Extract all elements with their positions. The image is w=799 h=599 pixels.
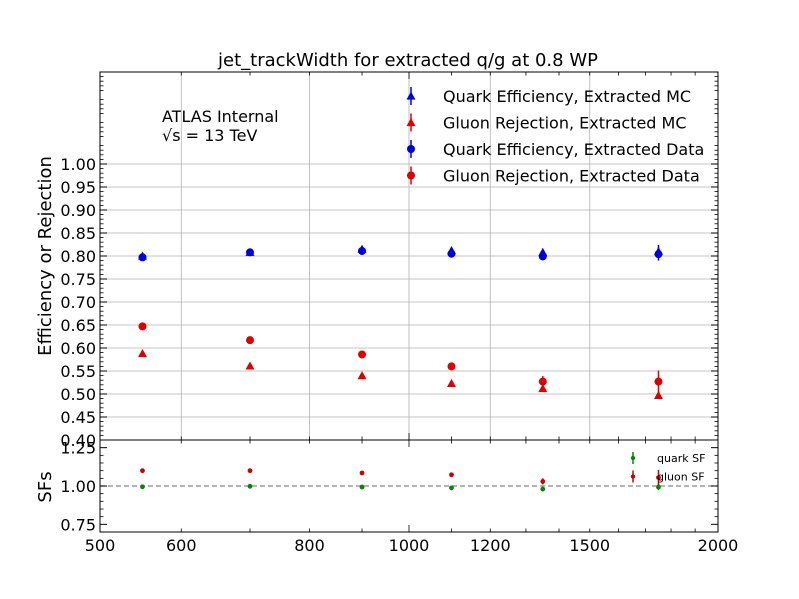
quark-sf-point [449, 485, 454, 491]
x-tick-label: 2000 [698, 536, 739, 555]
legend-marker [406, 91, 416, 100]
ratio-y-tick-label: 1.25 [60, 439, 96, 458]
main-legend: Quark Efficiency, Extracted MC Gluon Reje… [406, 87, 704, 186]
gluon-rejection-extracted-data-point [538, 377, 547, 386]
legend-entry: Gluon Rejection, Extracted MC [443, 114, 687, 133]
legend-entry: Gluon Rejection, Extracted Data [443, 167, 700, 186]
gluon-rejection-extracted-mc-point [357, 371, 367, 380]
quark-efficiency-extracted-data-point [654, 250, 663, 259]
energy-label: √s = 13 TeV [162, 126, 257, 145]
x-tick-label: 1500 [569, 536, 610, 555]
quark-efficiency-extracted-data-point [245, 248, 254, 257]
legend-marker [406, 118, 416, 127]
main-y-tick-label: 0.95 [60, 178, 96, 197]
main-y-tick-label: 0.60 [60, 339, 96, 358]
x-tick-label: 1200 [470, 536, 511, 555]
quark-sf-point [359, 484, 365, 490]
quark-sf-point [656, 484, 661, 490]
main-y-tick-label: 1.00 [60, 155, 96, 174]
main-y-tick-label: 0.75 [60, 270, 96, 289]
ratio-legend-marker [630, 455, 636, 461]
ratio-y-tick-label: 1.00 [60, 477, 96, 496]
gluon-sf-point [449, 472, 454, 478]
ratio-panel: 0.75 1.00 1.25 500 600 800 1000 1200 1500 2000 [60, 439, 738, 555]
gluon-sf-point [656, 475, 661, 480]
main-y-tick-label: 0.85 [60, 224, 96, 243]
gluon-sf-point [140, 468, 145, 474]
gluon-sf-point [359, 470, 365, 476]
quark-efficiency-extracted-data-point [358, 246, 367, 255]
main-y-tick-label: 0.90 [60, 201, 96, 220]
gluon-rejection-extracted-data-point [138, 322, 147, 331]
quark-sf-point [140, 484, 145, 490]
gluon-rejection-extracted-mc-point [245, 361, 255, 370]
chart-title: jet_trackWidth for extracted q/g at 0.8 … [217, 50, 598, 71]
x-tick-label: 1000 [389, 536, 430, 555]
gluon-rejection-extracted-data-point [245, 336, 254, 345]
gluon-sf-point [540, 479, 546, 484]
x-tick-label: 600 [166, 536, 197, 555]
atlas-label: ATLAS Internal [162, 107, 279, 126]
gluon-rejection-extracted-mc-point [653, 390, 663, 399]
legend-entry: Quark Efficiency, Extracted MC [443, 87, 691, 106]
ratio-legend-entry: gluon SF [657, 471, 705, 484]
quark-sf-point [540, 486, 546, 492]
main-y-tick-label: 0.65 [60, 316, 96, 335]
ratio-legend-entry: quark SF [657, 452, 705, 465]
ratio-legend: quark SF gluon SF [630, 452, 705, 484]
x-tick-label: 500 [85, 536, 116, 555]
legend-marker [407, 171, 415, 180]
gluon-sf-point [247, 468, 253, 474]
main-y-tick-label: 0.40 [60, 431, 96, 450]
quark-efficiency-extracted-data-point [538, 252, 547, 261]
quark-sf-point [247, 483, 253, 489]
quark-efficiency-extracted-data-point [447, 249, 456, 258]
main-y-tick-label: 0.80 [60, 247, 96, 266]
legend-marker [407, 145, 415, 153]
ratio-legend-marker [630, 474, 636, 479]
legend-entry: Quark Efficiency, Extracted Data [443, 140, 704, 159]
ratio-y-tick-label: 0.75 [60, 515, 96, 534]
gluon-rejection-extracted-mc-point [446, 378, 456, 388]
gluon-rejection-extracted-data-point [654, 377, 663, 386]
ratio-y-axis-label: SFs [35, 471, 56, 502]
main-y-tick-label: 0.70 [60, 293, 96, 312]
x-tick-label: 800 [294, 536, 325, 555]
main-y-axis-label: Efficiency or Rejection [35, 156, 56, 356]
main-y-tick-label: 0.45 [60, 408, 96, 427]
gluon-rejection-extracted-mc-point [137, 349, 147, 358]
main-y-tick-label: 0.50 [60, 385, 96, 404]
gluon-rejection-extracted-mc-point [538, 383, 548, 393]
main-y-tick-label: 0.55 [60, 362, 96, 381]
gluon-rejection-extracted-data-point [447, 362, 456, 371]
quark-efficiency-extracted-data-point [138, 253, 147, 262]
gluon-rejection-extracted-data-point [358, 350, 367, 359]
